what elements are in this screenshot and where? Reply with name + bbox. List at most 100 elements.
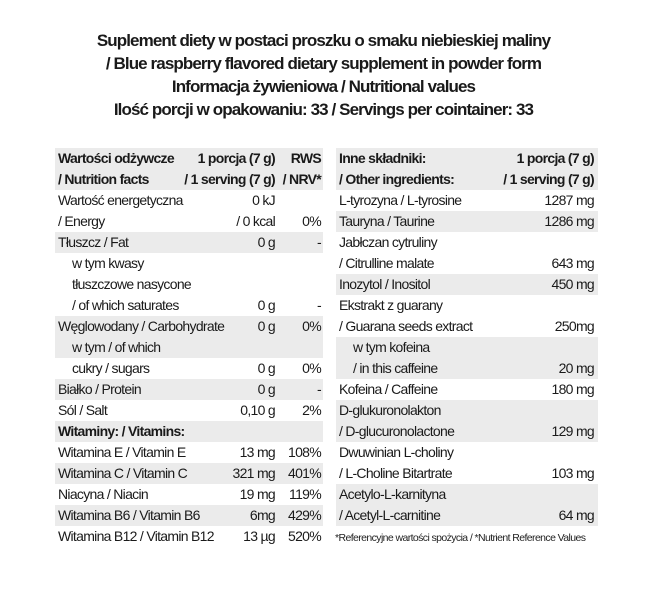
row-label: / Citrulline malate: [339, 255, 435, 271]
row-value: 643 mg: [551, 255, 595, 271]
row-label: Niacyna / Niacin: [58, 486, 149, 502]
title-line: Suplement diety w postaci proszku o smak…: [96, 31, 551, 50]
table-line: Witamina B6 / Vitamin B6 6mg 429%: [55, 505, 323, 526]
table-line: w tym / of which: [55, 337, 323, 358]
row-label: / of which saturates: [72, 297, 179, 313]
row-value: 1287 mg: [544, 192, 594, 208]
table-row: Tauryna / Taurine 1286 mg: [336, 211, 598, 232]
row-label: cukry / sugars: [72, 360, 150, 376]
row-value: / 0 kcal: [236, 213, 275, 229]
title-line: Ilość porcji w opakowaniu: 33 / Servings…: [113, 100, 534, 119]
row-value: 180 mg: [551, 381, 595, 397]
row-value: 0 g: [257, 360, 276, 376]
table-row: w tym kofeina / in this caffeine 20 mg: [336, 337, 598, 379]
row-nrv: 0%: [302, 360, 322, 376]
row-label: w tym kofeina: [353, 339, 430, 355]
table-line: Ekstrakt z guarany: [336, 295, 598, 316]
table-line: / Energy / 0 kcal 0%: [55, 211, 323, 232]
row-nrv: 0%: [302, 318, 322, 334]
table-line: w tym kwasy: [55, 253, 323, 274]
table-line: / of which saturates 0 g -: [55, 295, 323, 316]
row-value: 0 g: [257, 381, 276, 397]
row-label: Dwuwinian L-choliny: [339, 444, 454, 460]
row-label: Sól / Salt: [58, 402, 108, 418]
table-line: / Nutrition facts / 1 serving (7 g) / NRV*: [55, 169, 323, 190]
table-line: Witamina C / Vitamin C 321 mg 401%: [55, 463, 323, 484]
row-value: 250mg: [554, 318, 595, 334]
table-line: D-glukuronolakton: [336, 400, 598, 421]
table-row: Tłuszcz / Fat 0 g -: [55, 232, 323, 253]
table-line: Tłuszcz / Fat 0 g -: [55, 232, 323, 253]
row-label: / D-glucuronolactone: [339, 423, 455, 439]
title-line: Informacja żywieniowa / Nutritional valu…: [171, 77, 476, 96]
row-value: 0 g: [257, 234, 276, 250]
table-row: D-glukuronolakton / D-glucuronolactone 129…: [336, 400, 598, 442]
row-value: 64 mg: [558, 507, 595, 523]
row-value: 13 µg: [243, 528, 276, 544]
table-row: Witamina B12 / Vitamin B12 13 µg 520%: [55, 526, 323, 547]
row-value: 20 mg: [558, 360, 595, 376]
table-line: / Citrulline malate 643 mg: [336, 253, 598, 274]
table-line: Inne składniki: 1 porcja (7 g): [336, 148, 598, 169]
row-label: w tym kwasy: [72, 255, 144, 271]
row-value: 1 porcja (7 g): [197, 150, 276, 166]
table-row: L-tyrozyna / L-tyrosine 1287 mg: [336, 190, 598, 211]
row-label: Witamina B12 / Vitamin B12: [58, 528, 215, 544]
row-nrv: 108%: [287, 444, 322, 460]
table-line: Tauryna / Taurine 1286 mg: [336, 211, 598, 232]
row-value: 13 mg: [239, 444, 276, 460]
product-title: Suplement diety w postaci proszku o smak…: [0, 29, 647, 121]
table-line: / Other ingredients: / 1 serving (7 g): [336, 169, 598, 190]
table-line: Kofeina / Caffeine 180 mg: [336, 379, 598, 400]
table-line: w tym kofeina: [336, 337, 598, 358]
row-label: / Energy: [58, 213, 105, 229]
table-line: / in this caffeine 20 mg: [336, 358, 598, 379]
table-line: / Guarana seeds extract 250mg: [336, 316, 598, 337]
table-row: Wartość energetyczna 0 kJ / Energy / 0 kcal…: [55, 190, 323, 232]
table-line: Niacyna / Niacin 19 mg 119%: [55, 484, 323, 505]
row-label: Ekstrakt z guarany: [339, 297, 443, 313]
row-label: Białko / Protein: [58, 381, 142, 397]
row-nrv: -: [317, 234, 322, 250]
table-row: w tym kwasy tłuszczowe nasycone / of which…: [55, 253, 323, 316]
row-nrv: -: [317, 381, 322, 397]
row-label: / L-Choline Bitartrate: [339, 465, 453, 481]
row-value: / 1 serving (7 g): [503, 171, 594, 187]
table-line: Witaminy: / Vitamins:: [55, 421, 323, 442]
table-row: cukry / sugars 0 g 0%: [55, 358, 323, 379]
row-label: w tym / of which: [72, 339, 161, 355]
row-label: Węglowodany / Carbohydrate: [58, 318, 225, 334]
table-row: Jabłczan cytruliny / Citrulline malate 643…: [336, 232, 598, 274]
table-row: Sól / Salt 0,10 g 2%: [55, 400, 323, 421]
row-nrv: 520%: [287, 528, 322, 544]
row-label: tłuszczowe nasycone: [72, 276, 192, 292]
row-label: Jabłczan cytruliny: [339, 234, 438, 250]
table-line: tłuszczowe nasycone: [55, 274, 323, 295]
table-line: Sól / Salt 0,10 g 2%: [55, 400, 323, 421]
table-line: / Acetyl-L-carnitine 64 mg: [336, 505, 598, 526]
row-value: / 1 serving (7 g): [184, 171, 275, 187]
row-value: 1 porcja (7 g): [516, 150, 595, 166]
row-label: Inne składniki:: [339, 150, 426, 166]
nutrition-facts-table: Wartości odżywcze 1 porcja (7 g) RWS / Nutr…: [55, 148, 323, 547]
table-line: Witamina E / Vitamin E 13 mg 108%: [55, 442, 323, 463]
table-line: Inozytol / Inositol 450 mg: [336, 274, 598, 295]
table-row: Witamina C / Vitamin C 321 mg 401%: [55, 463, 323, 484]
table-line: Dwuwinian L-choliny: [336, 442, 598, 463]
row-label: Witamina E / Vitamin E: [58, 444, 186, 460]
table-line: / D-glucuronolactone 129 mg: [336, 421, 598, 442]
table-row: Wartości odżywcze 1 porcja (7 g) RWS / Nutr…: [55, 148, 323, 190]
row-value: 0 g: [257, 297, 276, 313]
row-value: 129 mg: [551, 423, 595, 439]
row-nrv: / NRV*: [282, 171, 322, 187]
table-line: Wartość energetyczna 0 kJ: [55, 190, 323, 211]
row-label: Witaminy: / Vitamins:: [58, 423, 185, 439]
table-row: Dwuwinian L-choliny / L-Choline Bitartrat…: [336, 442, 598, 484]
row-label: Inozytol / Inositol: [339, 276, 431, 292]
row-nrv: 2%: [302, 402, 322, 418]
row-nrv: 429%: [287, 507, 322, 523]
row-label: Witamina B6 / Vitamin B6: [58, 507, 200, 523]
row-label: / Nutrition facts: [58, 171, 149, 187]
row-label: Witamina C / Vitamin C: [58, 465, 188, 481]
row-label: / Acetyl-L-carnitine: [339, 507, 441, 523]
